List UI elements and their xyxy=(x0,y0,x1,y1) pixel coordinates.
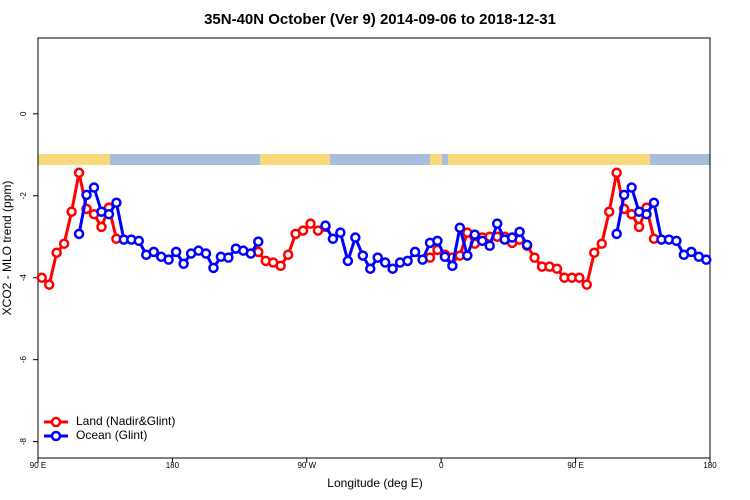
data-point xyxy=(350,232,361,243)
data-point xyxy=(103,208,115,220)
data-point xyxy=(88,182,100,193)
x-tick-label: 180 xyxy=(703,461,717,470)
data-point xyxy=(111,197,122,208)
data-point xyxy=(603,206,615,217)
data-point xyxy=(66,206,77,217)
data-point xyxy=(73,167,85,179)
data-point xyxy=(275,260,286,272)
data-point xyxy=(469,229,481,240)
data-point xyxy=(454,222,466,233)
data-point xyxy=(686,246,697,258)
data-point xyxy=(335,227,346,238)
data-point xyxy=(379,257,391,268)
x-tick-label: 0 xyxy=(439,461,444,470)
land-band xyxy=(448,154,576,165)
y-tick-label: -4 xyxy=(19,274,28,282)
chart-title: 35N-40N October (Ver 9) 2014-09-06 to 20… xyxy=(204,11,556,28)
data-point xyxy=(320,220,331,231)
data-point xyxy=(477,235,488,247)
data-point xyxy=(200,248,212,259)
legend-marker xyxy=(50,416,62,428)
data-point xyxy=(387,263,398,274)
data-point xyxy=(208,262,219,274)
data-point xyxy=(581,279,593,290)
data-point xyxy=(432,235,443,247)
data-point xyxy=(357,250,369,261)
y-tick-label: -6 xyxy=(19,356,28,364)
data-point xyxy=(521,239,533,251)
y-tick-label: 0 xyxy=(19,111,28,116)
data-point xyxy=(484,240,495,251)
land-ocean-strip xyxy=(38,154,710,165)
data-point xyxy=(342,255,354,267)
legend-label: Land (Nadir&Glint) xyxy=(76,414,175,428)
data-point xyxy=(245,248,257,259)
data-point xyxy=(529,252,540,263)
y-tick-label: -8 xyxy=(19,438,28,446)
data-point xyxy=(641,208,652,220)
x-axis-label: Longitude (deg E) xyxy=(327,476,422,490)
data-point xyxy=(447,260,458,272)
data-point xyxy=(148,246,159,258)
data-point xyxy=(36,272,47,283)
data-point xyxy=(701,254,712,265)
x-tick-label: 90 E xyxy=(567,461,583,470)
land-band xyxy=(260,154,330,165)
data-point xyxy=(611,167,622,179)
data-point xyxy=(611,228,622,240)
data-point xyxy=(462,250,473,261)
data-point xyxy=(58,238,70,249)
data-point xyxy=(439,251,451,263)
x-tick-label: 180 xyxy=(166,461,180,470)
data-point xyxy=(297,225,309,236)
x-tick-label: 90 E xyxy=(30,461,46,470)
x-tick-label: 90 W xyxy=(297,461,316,470)
data-point xyxy=(409,246,421,258)
data-point xyxy=(402,255,413,267)
ocean-band xyxy=(38,154,710,165)
data-point xyxy=(506,232,518,243)
data-point xyxy=(671,235,682,247)
data-point xyxy=(305,218,316,229)
data-point xyxy=(417,254,428,265)
data-point xyxy=(574,272,585,283)
legend-label: Ocean (Glint) xyxy=(76,428,147,442)
data-point xyxy=(633,221,645,233)
data-point xyxy=(81,189,92,201)
data-point xyxy=(491,218,503,229)
data-point xyxy=(365,263,376,274)
data-point xyxy=(163,254,174,265)
data-point xyxy=(596,238,607,249)
data-point xyxy=(589,247,600,258)
data-point xyxy=(43,279,55,290)
data-point xyxy=(133,235,145,247)
plot-frame xyxy=(37,37,711,459)
data-point xyxy=(73,228,85,240)
data-point xyxy=(51,247,62,258)
land-band xyxy=(38,154,110,165)
data-point xyxy=(372,252,383,263)
data-point xyxy=(327,233,339,245)
legend-marker xyxy=(50,430,62,442)
series-line xyxy=(40,171,656,287)
data-point xyxy=(178,258,189,270)
data-point xyxy=(96,221,107,233)
y-axis-label: XCO2 - MLO trend (ppm) xyxy=(0,181,14,316)
data-point xyxy=(618,189,630,201)
data-point xyxy=(223,252,234,263)
data-point xyxy=(648,197,660,208)
land-band xyxy=(576,154,650,165)
data-point xyxy=(551,263,563,274)
land-band xyxy=(430,154,442,165)
data-point xyxy=(170,246,182,258)
data-point xyxy=(253,236,264,247)
y-tick-label: -2 xyxy=(19,192,28,200)
data-point xyxy=(514,226,525,238)
data-point xyxy=(626,182,637,193)
data-point xyxy=(282,249,294,261)
